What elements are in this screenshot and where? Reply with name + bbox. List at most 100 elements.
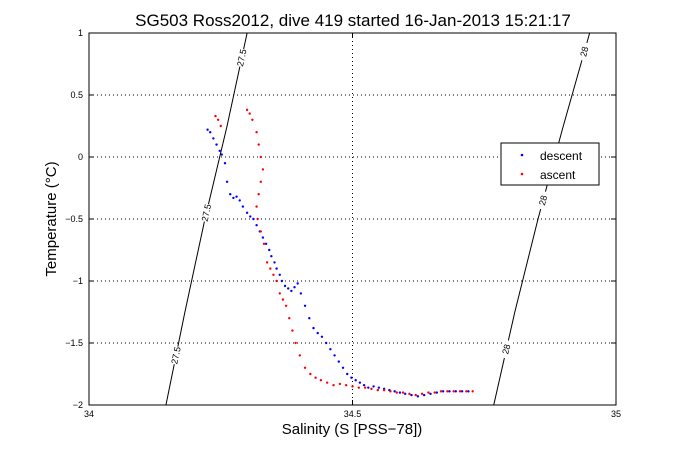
data-point-descent — [346, 372, 349, 376]
data-point-ascent — [452, 390, 455, 393]
legend: descent ascent — [500, 142, 600, 186]
data-point-descent — [377, 386, 381, 389]
data-point-ascent — [439, 390, 443, 393]
data-point-descent — [441, 390, 445, 393]
data-point-ascent — [465, 390, 468, 393]
data-point-descent — [293, 286, 296, 289]
data-point-descent — [410, 393, 413, 397]
data-point-descent — [287, 287, 290, 290]
data-point-ascent — [414, 393, 417, 397]
data-point-ascent — [288, 317, 291, 320]
y-tick-label: −0.5 — [65, 214, 83, 224]
contour-label-bg — [199, 202, 214, 223]
data-point-ascent — [433, 391, 436, 394]
y-tick-label: −1.5 — [65, 338, 83, 348]
y-tick-label: 0 — [78, 152, 83, 162]
data-point-ascent — [251, 118, 254, 122]
data-point-descent — [275, 267, 278, 270]
data-point-descent — [448, 390, 451, 393]
data-point-ascent — [257, 193, 260, 196]
legend-marker-descent — [520, 153, 524, 157]
data-point-ascent — [265, 261, 269, 264]
contour-label: 27.5 — [169, 346, 183, 365]
y-tick-label: −2 — [73, 400, 83, 410]
data-point-descent — [249, 215, 252, 218]
data-point-descent — [354, 379, 357, 382]
data-point-descent — [367, 386, 370, 389]
data-point-ascent — [245, 108, 249, 112]
contour-label-bg — [499, 339, 514, 360]
data-point-descent — [333, 354, 336, 357]
data-point-descent — [206, 128, 209, 131]
data-point-descent — [467, 390, 470, 393]
data-point-descent — [241, 205, 245, 208]
data-point-ascent — [255, 131, 258, 134]
data-point-descent — [212, 137, 215, 140]
legend-box — [500, 142, 600, 186]
y-axis-label: Temperature (°C) — [43, 161, 60, 276]
axis-ticks: 34 34.5 35 −2 −1.5 −1 −0.5 0 0.5 1 — [65, 28, 621, 419]
contour-label-bg — [234, 47, 249, 68]
contour-label: 27.5 — [235, 48, 249, 67]
data-points — [206, 108, 474, 398]
data-point-ascent — [281, 298, 285, 301]
contour-label-bg — [169, 345, 183, 366]
data-point-ascent — [269, 267, 272, 270]
data-point-descent — [273, 261, 276, 264]
data-point-ascent — [420, 392, 424, 396]
data-point-descent — [460, 390, 464, 393]
data-point-ascent — [259, 230, 262, 233]
data-point-ascent — [338, 382, 342, 386]
data-point-descent — [358, 381, 362, 384]
data-point-ascent — [257, 143, 260, 146]
data-point-ascent — [363, 386, 367, 389]
contour-label-bg — [577, 41, 592, 62]
data-point-ascent — [219, 124, 222, 128]
data-point-descent — [218, 149, 221, 152]
data-point-descent — [316, 331, 319, 335]
legend-label-descent: descent — [540, 149, 583, 163]
contour-label-bg — [535, 190, 551, 211]
data-point-ascent — [284, 304, 288, 307]
data-point-ascent — [389, 390, 392, 393]
x-axis-label: Salinity (S [PSS−78]) — [282, 421, 422, 438]
data-point-descent — [404, 392, 407, 396]
data-point-ascent — [216, 118, 220, 122]
data-point-descent — [350, 376, 353, 379]
chart-title: SG503 Ross2012, dive 419 started 16-Jan-… — [135, 11, 571, 30]
density-contours: 27.5 27.5 27.5 28 28 28 — [165, 32, 592, 406]
data-point-ascent — [309, 372, 312, 376]
data-point-descent — [220, 153, 223, 156]
data-point-ascent — [446, 390, 449, 393]
data-point-ascent — [344, 383, 348, 387]
data-point-descent — [320, 335, 324, 338]
data-point-ascent — [294, 341, 297, 345]
data-point-descent — [238, 199, 241, 202]
data-point-ascent — [314, 376, 317, 379]
data-point-ascent — [256, 217, 259, 221]
legend-marker-ascent — [520, 172, 524, 176]
data-point-ascent — [408, 392, 411, 396]
data-point-ascent — [248, 112, 251, 115]
data-point-ascent — [351, 385, 354, 388]
data-point-descent — [362, 383, 366, 387]
data-point-descent — [235, 195, 238, 198]
data-point-descent — [278, 273, 281, 276]
data-point-ascent — [298, 354, 301, 357]
y-tick-label: −1 — [73, 276, 83, 286]
data-point-descent — [270, 255, 273, 258]
data-point-descent — [393, 390, 396, 393]
data-point-descent — [329, 348, 332, 351]
data-point-descent — [252, 217, 255, 221]
data-point-descent — [312, 326, 315, 330]
data-point-descent — [299, 292, 303, 295]
data-point-descent — [268, 248, 271, 252]
data-point-descent — [215, 143, 218, 146]
data-point-ascent — [275, 279, 278, 283]
data-point-ascent — [291, 329, 294, 332]
data-point-descent — [209, 131, 212, 134]
contour-label: 27.5 — [200, 203, 214, 222]
data-point-descent — [229, 193, 232, 196]
data-point-descent — [429, 392, 432, 396]
